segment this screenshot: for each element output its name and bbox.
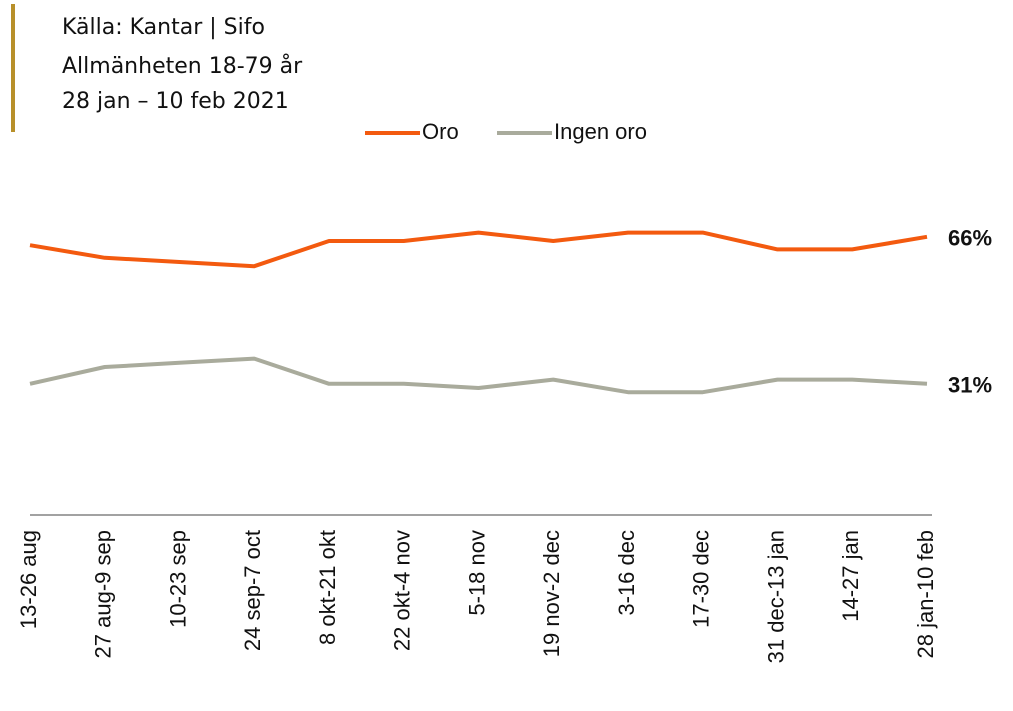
x-tick-label: 22 okt-4 nov — [390, 530, 415, 651]
legend-label: Ingen oro — [554, 119, 647, 144]
x-tick-label: 31 dec-13 jan — [763, 530, 788, 663]
x-tick-label: 8 okt-21 okt — [315, 530, 340, 645]
x-tick-label: 5-18 nov — [464, 530, 489, 616]
legend-label: Oro — [422, 119, 459, 144]
header-line: 28 jan – 10 feb 2021 — [62, 89, 289, 114]
x-tick-label: 24 sep-7 oct — [240, 530, 265, 651]
series-line — [29, 230, 928, 269]
value-label: 66% — [948, 226, 992, 251]
x-tick-label: 13-26 aug — [16, 530, 41, 629]
header-line: Källa: Kantar | Sifo — [62, 15, 265, 40]
x-tick-label: 19 nov-2 dec — [539, 530, 564, 657]
x-tick-label: 10-23 sep — [165, 530, 190, 628]
accent-bar — [11, 4, 15, 132]
x-tick-label: 14-27 jan — [838, 530, 863, 622]
header-line: Allmänheten 18-79 år — [62, 53, 303, 79]
value-label: 31% — [948, 373, 992, 398]
series-line — [29, 356, 928, 395]
x-tick-label: 27 aug-9 sep — [91, 530, 116, 658]
x-tick-label: 17-30 dec — [689, 530, 714, 628]
x-tick-label: 28 jan-10 feb — [913, 530, 938, 658]
x-tick-label: 3-16 dec — [614, 530, 639, 616]
